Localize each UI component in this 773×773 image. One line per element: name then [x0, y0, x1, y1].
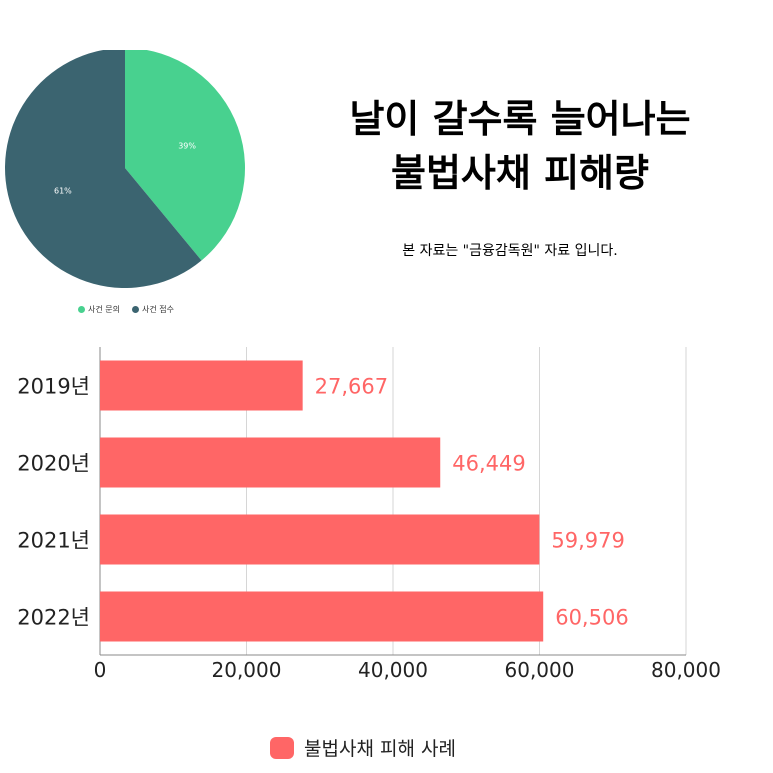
pie-legend-label-received: 사건 접수	[141, 305, 174, 314]
bar-legend-swatch	[270, 736, 294, 759]
pie-legend-swatch-inquiry	[78, 306, 85, 313]
bar-2	[100, 514, 540, 565]
x-tick-label-3: 60,000	[505, 658, 575, 682]
pie-legend: 사건 문의 사건 접수	[78, 304, 174, 315]
pie-legend-item-received: 사건 접수	[131, 304, 174, 315]
pie-slice-label-0: 39%	[178, 142, 196, 151]
title-line-1: 날이 갈수록 늘어나는	[349, 97, 691, 141]
bar-0	[100, 360, 303, 411]
bar-1	[100, 437, 441, 488]
title-line-2: 불법사채 피해량	[391, 151, 649, 195]
bar-legend-label: 불법사채 피해 사례	[304, 738, 456, 760]
bar-legend: 불법사채 피해 사례	[270, 734, 456, 761]
y-category-label-2: 2021년	[17, 529, 90, 553]
source-note: 본 자료는 "금융감독원" 자료 입니다.	[402, 243, 618, 259]
pie-legend-swatch-received	[131, 306, 139, 313]
y-category-label-3: 2022년	[17, 606, 90, 630]
pie-slice-1	[5, 50, 202, 288]
pie-legend-label-inquiry: 사건 문의	[88, 305, 120, 314]
x-tick-label-2: 40,000	[358, 658, 428, 682]
pie-chart: 39% 61%	[5, 50, 245, 288]
bar-value-label-3: 60,506	[555, 606, 628, 630]
pie-legend-item-inquiry: 사건 문의	[78, 304, 120, 315]
bar-value-label-1: 46,449	[452, 452, 525, 476]
x-tick-label-0: 0	[94, 658, 107, 682]
x-tick-label-1: 20,000	[212, 658, 282, 682]
pie-slice-0	[125, 50, 245, 261]
y-category-label-0: 2019년	[17, 375, 90, 399]
page-title: 날이 갈수록 늘어나는 불법사채 피해량	[280, 92, 760, 200]
bar-value-label-2: 59,979	[551, 529, 624, 553]
bar-chart: 0 20,000 40,000 60,000 80,000 27,667 2019년 46,4…	[17, 347, 721, 682]
pie-slice-label-1: 61%	[54, 186, 72, 195]
y-category-label-1: 2020년	[17, 452, 90, 476]
bar-value-label-0: 27,667	[315, 375, 388, 399]
x-tick-label-4: 80,000	[651, 658, 721, 682]
bar-3	[100, 591, 544, 642]
